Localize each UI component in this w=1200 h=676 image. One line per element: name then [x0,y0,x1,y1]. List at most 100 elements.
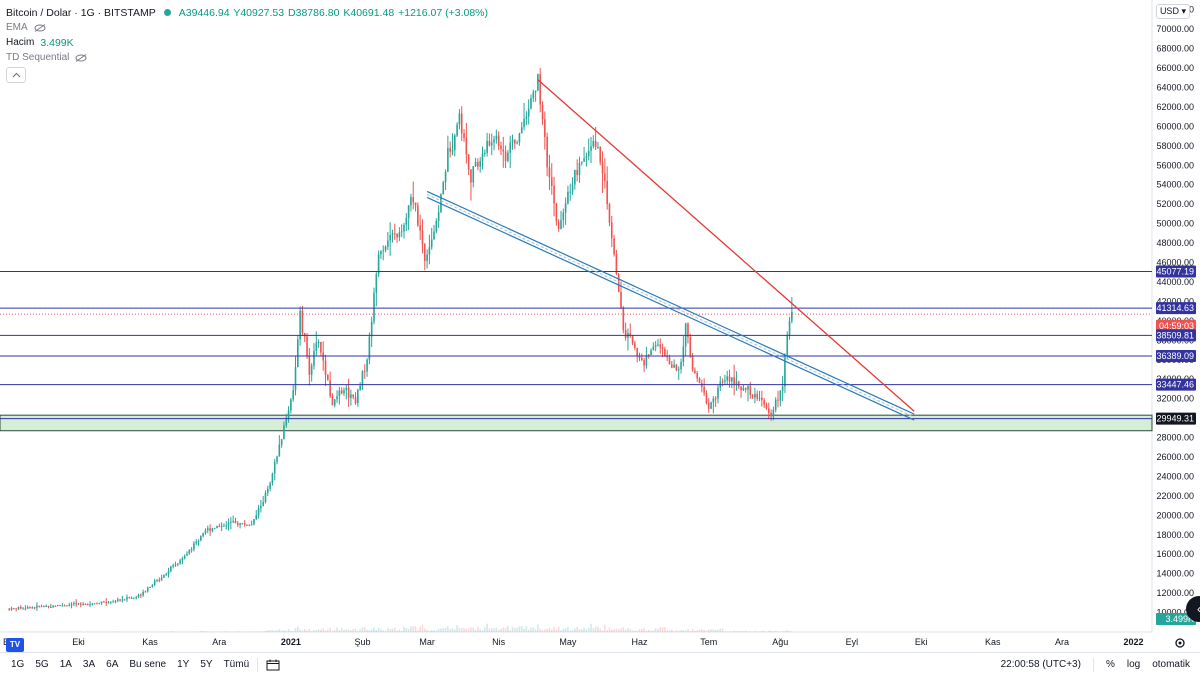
volume-bar [447,626,449,632]
candle-body [466,138,468,154]
volume-bar [419,626,421,632]
tradingview-logo-icon[interactable]: TV [6,638,24,652]
volume-bar [643,628,645,632]
volume-bar [258,631,260,632]
candle-body [177,563,179,564]
candle-body [341,390,343,393]
volume-bar [429,631,431,632]
volume-bar [341,628,343,632]
volume-bar [449,629,451,632]
volume-bar [461,628,463,632]
volume-bar [648,630,650,632]
candle-body [673,365,675,368]
candle-body [632,335,634,343]
volume-bar [597,627,599,632]
candle-body [15,608,17,609]
candle-body [209,528,211,531]
eye-hidden-icon[interactable] [34,24,46,32]
candle-body [389,235,391,241]
collapse-legend-button[interactable] [6,67,26,83]
candle-body [85,604,87,605]
auto-scale-toggle[interactable]: otomatik [1152,659,1190,670]
volume-bar [786,630,788,632]
candle-body [362,371,364,386]
candle-body [759,398,761,399]
candle-body [126,597,128,599]
volume-bar [692,629,694,632]
volume-bar [472,628,474,632]
volume-bar [572,630,574,632]
candle-body [489,141,491,146]
timeframe-1a[interactable]: 1A [60,659,72,670]
legend-indicator-td[interactable]: TD Sequential [6,50,489,65]
ohlc-close: K40691.48 [343,7,394,19]
volume-bar [532,627,534,632]
volume-bar [539,629,541,632]
volume-bar [288,629,290,632]
timeframe-1g[interactable]: 1G [11,659,24,670]
candle-body [345,388,347,390]
candle-body [505,151,507,160]
volume-bar [299,630,301,632]
timeframe-5y[interactable]: 5Y [200,659,212,670]
price-tag-text: 04:59:03 [1159,321,1194,331]
candle-body [662,348,664,349]
candle-body [581,162,583,163]
volume-bar [262,631,264,632]
candle-body [156,580,158,581]
volume-bar [650,631,652,632]
candle-body [232,521,234,522]
candle-body [419,225,421,230]
timeframe-tumu[interactable]: Tümü [224,659,250,670]
symbol-title[interactable]: Bitcoin / Dolar · 1G · BITSTAMP [6,7,156,19]
x-tick-label: Ara [1055,637,1069,647]
candle-body [98,603,100,604]
volume-bar [523,629,525,632]
legend-indicator-volume[interactable]: Hacim 3.499K [6,35,489,50]
candle-body [329,380,331,395]
timeframe-5g[interactable]: 5G [35,659,48,670]
volume-bar [706,631,708,632]
y-tick-label: 32000.00 [1156,394,1194,404]
ohlc-low: D38786.80 [288,7,339,19]
volume-bar [602,630,604,632]
candle-body [454,135,456,150]
percent-toggle[interactable]: % [1106,659,1115,670]
candle-body [172,565,174,566]
eye-hidden-icon[interactable] [75,54,87,62]
timeframe-bu-sene[interactable]: Bu sene [129,659,166,670]
indicator-volume-value: 3.499K [40,37,73,49]
timeframe-6a[interactable]: 6A [106,659,118,670]
timeframe-1y[interactable]: 1Y [177,659,189,670]
gear-icon-hub [1179,642,1182,645]
candle-body [36,606,38,608]
date-range-icon[interactable] [266,659,280,671]
volume-bar [410,626,412,632]
candle-body [253,519,255,524]
volume-bar [588,628,590,632]
candle-body [752,395,754,398]
volume-bar [639,629,641,632]
timeframe-3a[interactable]: 3A [83,659,95,670]
volume-bar [387,628,389,632]
clock-timezone[interactable]: 22:00:58 (UTC+3) [1001,659,1081,670]
y-tick-label: 54000.00 [1156,180,1194,190]
candle-body [191,549,193,550]
candle-body [223,526,225,527]
y-tick-label: 58000.00 [1156,141,1194,151]
candle-body [219,526,221,527]
volume-bar [408,629,410,632]
legend-indicator-ema[interactable]: EMA [6,20,489,35]
log-toggle[interactable]: log [1127,659,1140,670]
currency-select[interactable]: USD ▾ [1156,4,1190,19]
volume-bar [369,630,371,632]
volume-bar [401,631,403,632]
candle-body [715,398,717,399]
candle-body [659,344,661,347]
volume-bar [281,631,283,632]
candle-body [57,605,59,606]
candle-body [678,369,680,370]
volume-bar [396,631,398,632]
candle-body [470,170,472,183]
